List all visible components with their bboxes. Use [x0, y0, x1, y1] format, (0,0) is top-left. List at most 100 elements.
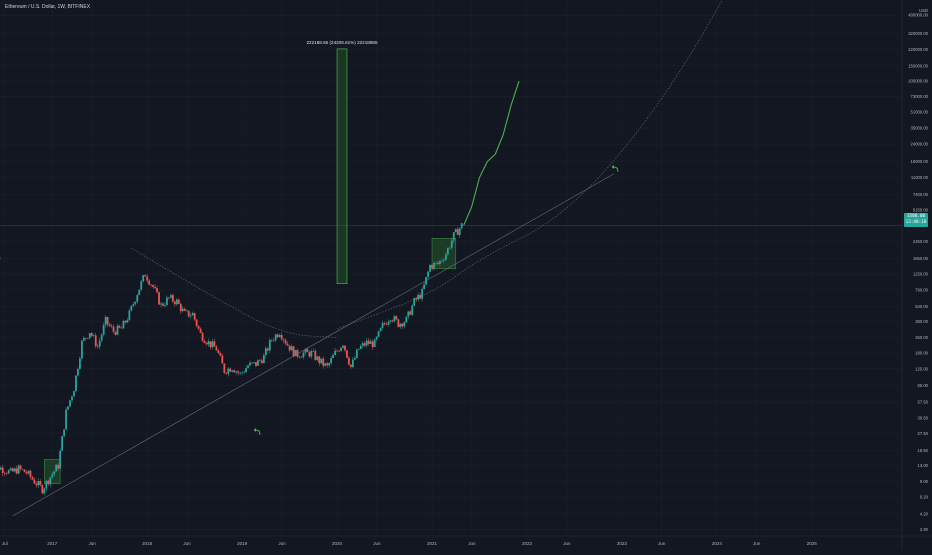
candle-body	[185, 310, 188, 312]
zones: 1421.22 (24207.00%) 142122 222188.65 (242…	[0, 40, 457, 485]
candle-body	[241, 372, 244, 374]
candle-body	[346, 350, 348, 358]
candle-body	[67, 406, 69, 410]
candle-body	[63, 429, 65, 437]
candle-body	[351, 359, 354, 368]
candle-body	[110, 325, 113, 327]
candle-body	[21, 468, 24, 470]
projection	[253, 80, 619, 436]
candle-body	[300, 357, 303, 358]
candle-body	[197, 325, 200, 329]
time-tick: Jun	[563, 541, 571, 546]
candle-body	[86, 337, 89, 339]
candle-body	[377, 331, 380, 337]
candle-body	[253, 362, 255, 363]
candle-body	[124, 320, 127, 323]
price-tick: 57.50	[918, 400, 929, 405]
candle-body	[393, 316, 396, 322]
candle-body	[359, 346, 362, 349]
candle-body	[391, 320, 394, 322]
candle-body	[262, 355, 265, 363]
price-tick: 16000.00	[911, 159, 929, 164]
candle-body	[399, 323, 402, 327]
price-tick: 380.00	[915, 319, 928, 324]
price-tick: 540.00	[915, 304, 928, 309]
candle-body	[100, 334, 103, 341]
price-axis-currency: USD	[919, 8, 928, 13]
candle-body	[207, 341, 210, 345]
candle-body	[310, 350, 313, 357]
candle-body	[193, 313, 196, 320]
candle-body	[444, 254, 447, 260]
candle-body	[288, 345, 291, 351]
candle-body	[142, 275, 145, 282]
range-box	[336, 48, 348, 284]
time-tick: Jun	[88, 541, 96, 546]
candle-body	[375, 336, 378, 340]
curved-arrow-head-icon	[253, 428, 256, 432]
candle-body	[225, 372, 228, 374]
candle-body	[276, 334, 279, 337]
time-tick: Jun	[278, 541, 286, 546]
candle-body	[57, 464, 60, 469]
candle-body	[15, 468, 18, 474]
candle-body	[338, 350, 340, 352]
candle-body	[342, 345, 344, 348]
trendline-parabolic	[336, 0, 723, 329]
projection-line	[463, 80, 520, 226]
price-tick: 180.00	[915, 351, 928, 356]
candle-body	[13, 468, 16, 472]
price-tick: 790.00	[915, 288, 928, 293]
candle-body	[213, 341, 216, 347]
candle-body	[31, 477, 34, 480]
candle-body	[132, 304, 135, 306]
candle-body	[215, 346, 218, 351]
price-tick: 7400.00	[913, 192, 929, 197]
candle-body	[69, 400, 71, 407]
candle-body	[298, 356, 301, 358]
candle-body	[130, 305, 133, 311]
candle-body	[205, 342, 208, 345]
candle-body	[306, 349, 309, 352]
price-tick: 105000.00	[908, 79, 928, 84]
candle-body	[231, 370, 234, 372]
candle-body	[334, 350, 336, 356]
candle-body	[51, 474, 54, 478]
candle-body	[433, 262, 435, 269]
candle-body	[446, 248, 449, 255]
price-tick: 1650.00	[913, 256, 929, 261]
symbol-title[interactable]: Ethereum / U.S. Dollar, 1W, BITFINEX	[5, 4, 91, 10]
time-tick: 2019	[237, 541, 248, 546]
candle-body	[264, 348, 267, 356]
price-tick: 220000.00	[908, 47, 928, 52]
price-tick: 24000.00	[911, 142, 929, 147]
candle-body	[357, 348, 360, 350]
candle-body	[49, 477, 52, 485]
price-tick: 39.50	[918, 416, 929, 421]
candle-body	[199, 328, 202, 333]
time-tick: Jul	[2, 541, 8, 546]
candle-body	[302, 352, 305, 358]
range-box-label: 222188.65 (24206.61%) 22218865	[307, 40, 378, 45]
candle-body	[136, 295, 139, 302]
time-tick: Jun	[183, 541, 191, 546]
candle-body	[405, 316, 408, 323]
candle-body	[442, 259, 445, 261]
candle-body	[33, 479, 36, 484]
candle-body	[280, 335, 283, 340]
candle-body	[427, 271, 429, 277]
candle-body	[458, 228, 461, 235]
candle-body	[423, 284, 425, 290]
candle-body	[164, 304, 166, 306]
price-tick: 35000.00	[911, 126, 929, 131]
candle-body	[255, 362, 257, 366]
candle-body	[286, 343, 289, 346]
candle-body	[118, 325, 121, 328]
candle-body	[150, 284, 153, 286]
candle-body	[140, 281, 143, 290]
price-tick: 4.20	[920, 511, 929, 516]
candle-body	[373, 339, 376, 348]
candle-body	[401, 323, 404, 327]
candle-body	[371, 341, 374, 348]
